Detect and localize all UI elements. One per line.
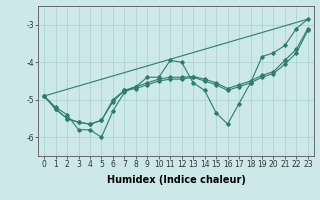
X-axis label: Humidex (Indice chaleur): Humidex (Indice chaleur)	[107, 175, 245, 185]
